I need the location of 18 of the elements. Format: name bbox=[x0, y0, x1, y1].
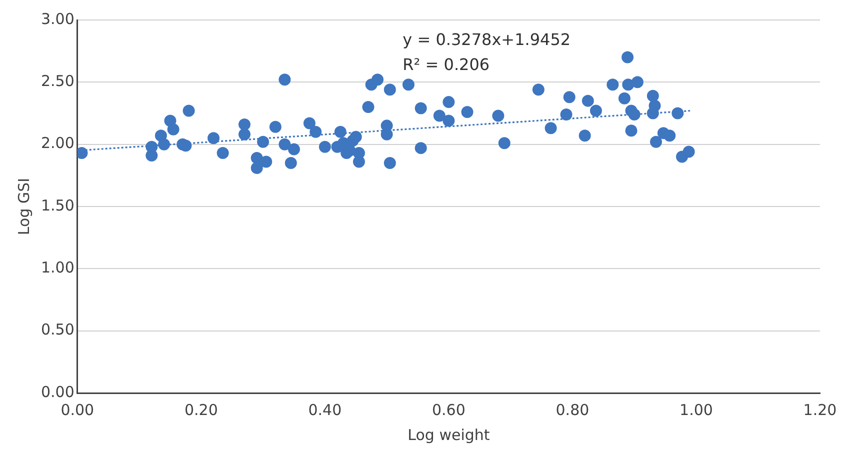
x-tick-label: 1.00 bbox=[680, 400, 713, 419]
x-tick-label: 0.00 bbox=[60, 400, 94, 419]
annotation: R² = 0.206 bbox=[402, 55, 490, 74]
x-axis-title: Log weight bbox=[408, 426, 490, 444]
y-tick-label: 1.00 bbox=[40, 258, 74, 277]
y-tick-label: 1.50 bbox=[40, 196, 74, 214]
y-tick-label: 0.50 bbox=[40, 320, 74, 339]
annotation: y = 0.3278x+1.9452 bbox=[402, 30, 571, 50]
y-tick-label: 2.50 bbox=[40, 72, 74, 90]
x-tick-label: 0.60 bbox=[432, 400, 466, 419]
x-tick-label: 1.20 bbox=[803, 400, 837, 419]
y-tick-label: 3.00 bbox=[40, 10, 74, 28]
y-tick-label: 0.00 bbox=[40, 382, 74, 401]
x-tick-label: 0.80 bbox=[556, 400, 590, 419]
x-tick-label: 0.40 bbox=[308, 400, 342, 419]
x-tick-label: 0.20 bbox=[184, 400, 218, 419]
y-axis-title: Log GSI bbox=[14, 178, 33, 236]
y-tick-label: 2.00 bbox=[40, 134, 74, 152]
